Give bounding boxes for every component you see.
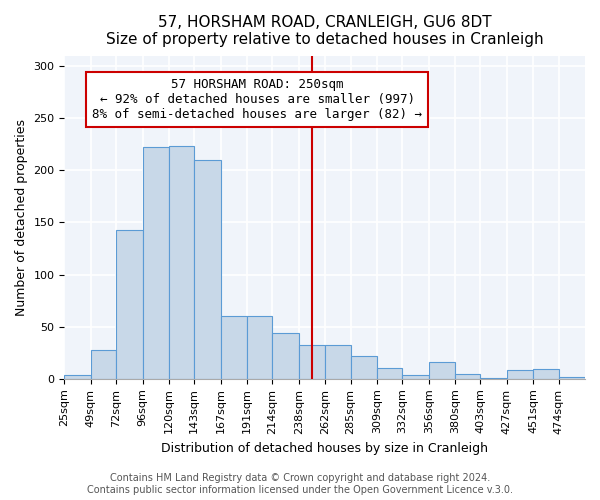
Bar [91,350,116,379]
Bar [455,374,481,379]
Bar [116,230,143,379]
Bar [247,316,272,379]
Text: Contains HM Land Registry data © Crown copyright and database right 2024.
Contai: Contains HM Land Registry data © Crown c… [87,474,513,495]
Bar [533,370,559,379]
Bar [559,376,585,379]
Bar [585,378,600,379]
Bar [299,346,325,379]
Bar [325,346,350,379]
Bar [377,368,402,379]
Y-axis label: Number of detached properties: Number of detached properties [15,118,28,316]
X-axis label: Distribution of detached houses by size in Cranleigh: Distribution of detached houses by size … [161,442,488,455]
Bar [64,374,91,379]
Title: 57, HORSHAM ROAD, CRANLEIGH, GU6 8DT
Size of property relative to detached house: 57, HORSHAM ROAD, CRANLEIGH, GU6 8DT Siz… [106,15,544,48]
Bar [350,356,377,379]
Bar [507,370,533,379]
Bar [402,374,429,379]
Text: 57 HORSHAM ROAD: 250sqm
← 92% of detached houses are smaller (997)
8% of semi-de: 57 HORSHAM ROAD: 250sqm ← 92% of detache… [92,78,422,121]
Bar [143,148,169,379]
Bar [169,146,194,379]
Bar [272,333,299,379]
Bar [221,316,247,379]
Bar [194,160,221,379]
Bar [481,378,507,379]
Bar [429,362,455,379]
